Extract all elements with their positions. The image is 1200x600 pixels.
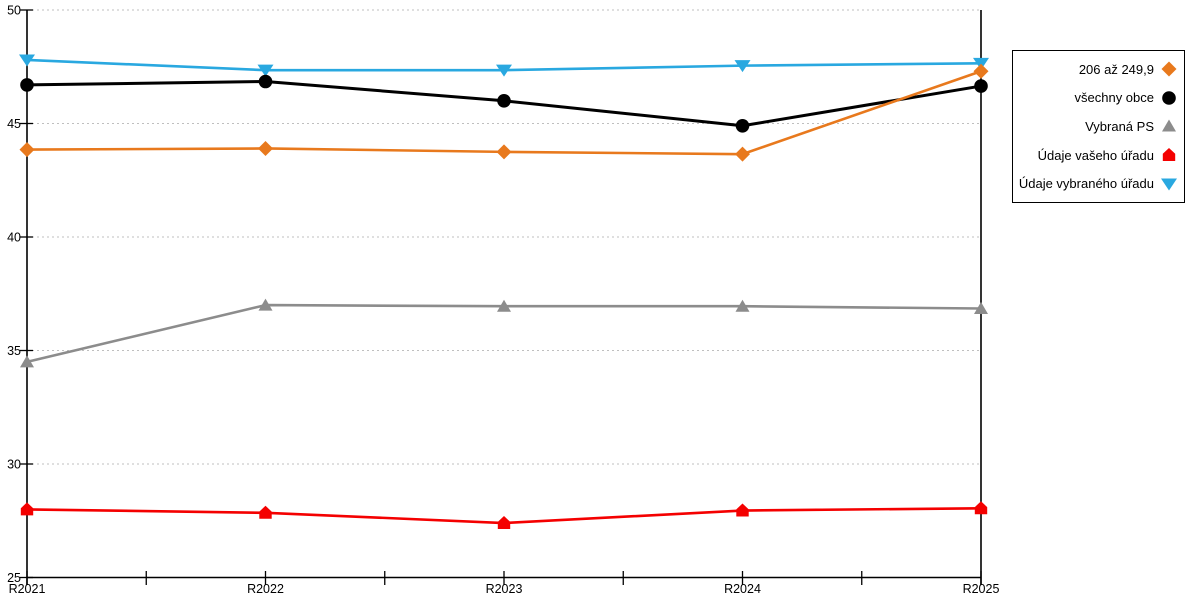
marker-diamond <box>258 140 273 156</box>
marker-circle <box>974 79 988 93</box>
y-tick-label: 50 <box>7 4 21 18</box>
legend-item-udaje-vaseho-uradu: Údaje vašeho úřadu <box>1038 147 1177 163</box>
marker-diamond <box>973 63 989 79</box>
marker-pentagon <box>497 516 511 530</box>
marker-pentagon-legend <box>1162 148 1176 162</box>
legend-label: Údaje vašeho úřadu <box>1037 147 1154 163</box>
diamond-icon <box>1161 61 1177 77</box>
triangle-down-icon <box>1161 176 1177 192</box>
triangle-up-icon <box>1161 118 1177 134</box>
marker-diamond <box>19 142 35 158</box>
marker-triangle-down <box>19 54 35 67</box>
marker-circle-legend <box>1162 91 1176 105</box>
marker-triangle-up <box>258 298 273 311</box>
x-tick-label: R2022 <box>247 582 284 596</box>
x-tick-label: R2025 <box>963 582 1000 596</box>
marker-triangle-up <box>974 302 988 315</box>
marker-diamond <box>735 146 750 162</box>
x-tick-label: R2024 <box>724 582 761 596</box>
legend: 206 až 249,9 všechny obce Vybraná PS Úda… <box>1012 50 1185 203</box>
marker-diamond-legend <box>1161 61 1177 77</box>
circle-icon <box>1161 90 1177 106</box>
y-tick-label: 45 <box>7 117 21 131</box>
marker-pentagon <box>974 501 988 515</box>
marker-triangle-up <box>20 355 34 368</box>
legend-item-udaje-vybraneho-uradu: Údaje vybraného úřadu <box>1019 176 1177 192</box>
marker-triangle-up <box>497 299 511 312</box>
x-tick-label: R2023 <box>486 582 523 596</box>
y-tick-label: 40 <box>7 231 21 245</box>
marker-circle <box>735 118 750 133</box>
legend-label: Údaje vybraného úřadu <box>1018 176 1154 192</box>
marker-triangle-down <box>257 64 274 77</box>
marker-pentagon <box>736 503 749 517</box>
series-line-vybran-ps <box>26 303 982 364</box>
legend-item-vybrana-ps: Vybraná PS <box>1085 118 1177 134</box>
marker-triangle-up <box>735 299 750 312</box>
marker-triangle-down <box>496 64 512 77</box>
marker-pentagon <box>259 505 272 519</box>
marker-triangle-down-legend <box>1161 178 1177 191</box>
y-tick-label: 35 <box>7 344 21 358</box>
y-tick-label: 30 <box>7 458 21 472</box>
marker-circle <box>258 74 273 89</box>
marker-triangle-up-legend <box>1162 119 1176 132</box>
legend-label: všechny obce <box>1074 90 1155 106</box>
y-tick-label: 25 <box>7 571 21 585</box>
marker-pentagon <box>20 502 34 516</box>
x-tick-label: R2021 <box>9 582 46 596</box>
legend-label: Vybraná PS <box>1085 118 1154 134</box>
marker-diamond <box>496 144 512 160</box>
pentagon-icon <box>1161 147 1177 163</box>
marker-circle <box>497 94 511 108</box>
legend-label: 206 až 249,9 <box>1078 61 1154 77</box>
legend-item-vsechny-obce: všechny obce <box>1075 90 1178 106</box>
legend-item-206-az-249: 206 až 249,9 <box>1079 61 1177 77</box>
marker-circle <box>20 78 34 92</box>
marker-triangle-down <box>734 60 751 73</box>
